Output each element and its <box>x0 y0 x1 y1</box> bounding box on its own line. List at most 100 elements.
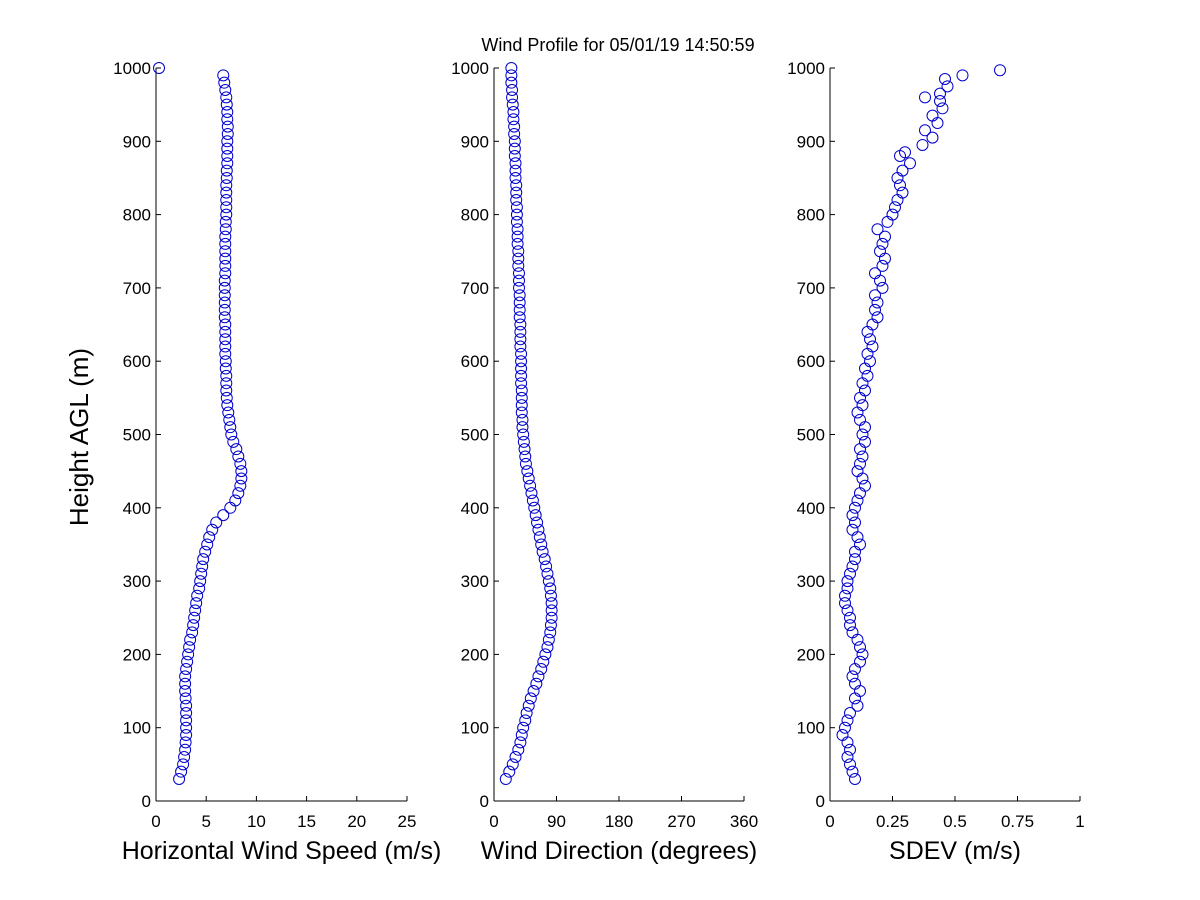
data-point <box>219 230 232 243</box>
data-point <box>916 138 929 151</box>
data-point <box>219 259 232 272</box>
data-point <box>513 289 526 302</box>
data-point <box>515 406 528 419</box>
data-point <box>544 619 557 632</box>
data-point <box>994 64 1006 77</box>
data-point <box>854 685 866 698</box>
data-point <box>861 369 874 382</box>
data-point <box>219 267 232 280</box>
data-point <box>219 245 232 258</box>
data-point <box>889 201 901 214</box>
y-tick-label: 500 <box>461 426 489 445</box>
y-tick-label: 400 <box>797 499 825 518</box>
data-point <box>221 399 234 412</box>
data-point <box>188 611 201 624</box>
data-point <box>841 736 854 749</box>
data-point <box>919 91 931 104</box>
data-point <box>514 318 527 331</box>
data-point <box>854 487 866 500</box>
data-point <box>218 289 231 302</box>
y-tick-label: 700 <box>461 279 489 298</box>
data-point <box>891 171 904 184</box>
data-point <box>515 355 528 368</box>
data-point <box>517 435 530 448</box>
data-point <box>179 692 192 705</box>
data-point <box>178 751 191 764</box>
data-point <box>514 333 527 346</box>
data-point <box>217 69 230 82</box>
y-tick-label: 500 <box>797 426 825 445</box>
data-point <box>218 76 231 89</box>
data-point <box>525 487 538 500</box>
data-point <box>513 296 526 309</box>
data-point <box>849 545 861 558</box>
data-point <box>849 677 861 690</box>
data-point <box>851 633 864 646</box>
data-point <box>179 670 192 683</box>
data-point <box>849 553 861 566</box>
data-point <box>844 567 856 580</box>
data-point <box>190 597 203 610</box>
data-point <box>511 223 524 236</box>
data-point <box>220 384 233 397</box>
data-point <box>518 443 531 456</box>
y-tick-label: 900 <box>797 132 825 151</box>
data-point <box>519 714 532 727</box>
data-point <box>876 259 889 272</box>
data-point <box>508 142 521 155</box>
data-point <box>527 685 540 698</box>
data-point <box>864 355 876 368</box>
data-point <box>507 105 520 118</box>
data-point <box>506 83 519 96</box>
data-point <box>539 648 552 661</box>
data-point <box>512 245 525 258</box>
data-point <box>183 641 196 654</box>
data-point <box>871 223 884 236</box>
data-point <box>541 641 554 654</box>
y-tick-label: 0 <box>816 792 825 811</box>
data-point <box>861 325 874 338</box>
data-point <box>513 267 525 280</box>
data-point <box>841 751 854 764</box>
data-point <box>839 589 851 602</box>
data-point <box>871 311 884 324</box>
data-point <box>180 707 193 720</box>
data-point <box>219 223 232 236</box>
data-point <box>223 413 236 426</box>
data-point <box>896 164 909 177</box>
data-point <box>846 626 859 639</box>
wind-direction-panel: 0 100 200 300 400 500 600 700 800 900 1000 0 90 180 27… <box>451 59 758 865</box>
data-point <box>510 215 523 228</box>
data-point <box>197 553 210 566</box>
data-point <box>876 237 889 250</box>
x-tick-label: 0.75 <box>1001 812 1034 831</box>
data-point <box>861 347 874 360</box>
data-point <box>220 186 233 199</box>
data-point <box>220 369 233 382</box>
data-point <box>844 743 856 756</box>
data-point <box>542 633 555 646</box>
data-point <box>934 87 946 100</box>
data-point <box>851 465 864 478</box>
data-point <box>503 765 516 778</box>
data-point <box>499 773 512 786</box>
data-point <box>849 501 861 514</box>
data-point <box>153 62 166 74</box>
data-point <box>193 582 206 595</box>
data-point <box>191 589 204 602</box>
data-point <box>513 281 525 294</box>
data-point <box>184 633 197 646</box>
data-point <box>220 377 233 390</box>
data-point <box>934 94 946 107</box>
x-tick-label: 0.25 <box>876 812 909 831</box>
data-point <box>219 347 232 360</box>
data-point <box>536 545 549 558</box>
y-tick-label: 800 <box>123 206 151 225</box>
data-point <box>221 149 234 162</box>
x-tick-label: 5 <box>201 812 210 831</box>
data-point <box>515 377 528 390</box>
data-point <box>219 340 232 353</box>
x-tick-label: 180 <box>605 812 633 831</box>
data-point <box>194 575 207 588</box>
data-point <box>221 127 234 140</box>
